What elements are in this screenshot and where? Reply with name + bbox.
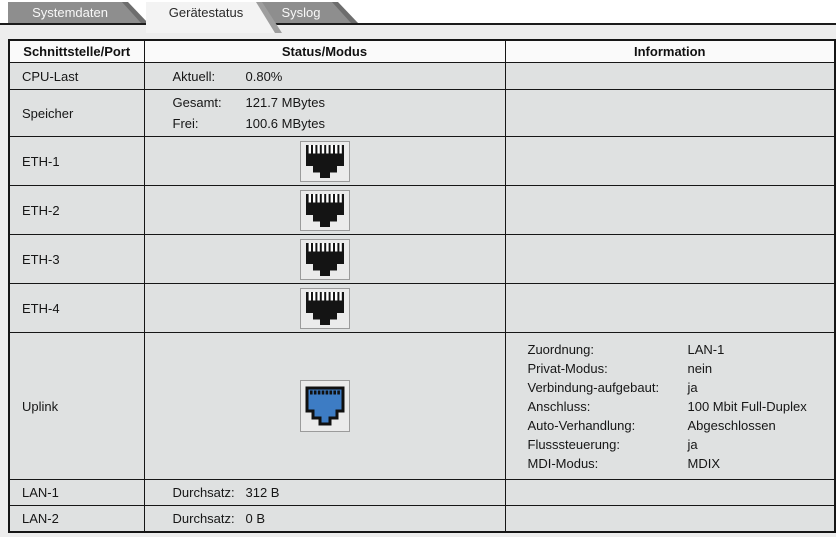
info-cell bbox=[504, 479, 836, 506]
info-line: Auto-Verhandlung: Abgeschlossen bbox=[506, 416, 835, 435]
status-value: 121.7 MBytes bbox=[245, 95, 326, 110]
status-cell: Durchsatz: 0 B bbox=[143, 505, 506, 532]
status-cell bbox=[143, 136, 506, 186]
table-row-lan1: LAN-1 Durchsatz: 312 B bbox=[8, 479, 836, 506]
info-cell bbox=[504, 62, 836, 90]
info-label: Auto-Verhandlung: bbox=[527, 417, 636, 433]
info-line: Flusssteuerung: ja bbox=[506, 435, 835, 454]
table-row-cpu: CPU-Last Aktuell: 0.80% bbox=[8, 62, 836, 90]
table-row-eth3: ETH-3 bbox=[8, 234, 836, 284]
rj45-port-icon bbox=[299, 189, 350, 231]
port-cell: LAN-2 bbox=[8, 505, 145, 532]
tab-syslog-face: Syslog bbox=[260, 2, 358, 23]
status-value: 100.6 MBytes bbox=[245, 116, 326, 131]
tab-label: Systemdaten bbox=[32, 5, 108, 20]
status-cell bbox=[143, 283, 506, 333]
status-line: Frei: 100.6 MBytes bbox=[145, 113, 505, 134]
port-cell: CPU-Last bbox=[8, 62, 145, 90]
table-row-eth1: ETH-1 bbox=[8, 136, 836, 186]
status-cell bbox=[143, 234, 506, 284]
info-label: Privat-Modus: bbox=[527, 360, 608, 376]
status-label: Durchsatz: bbox=[172, 485, 235, 500]
status-line: Durchsatz: 312 B bbox=[145, 482, 505, 503]
rj45-port-icon bbox=[299, 140, 350, 182]
port-cell: ETH-1 bbox=[8, 136, 145, 186]
table-row-uplink: Uplink bbox=[8, 332, 836, 480]
info-value: nein bbox=[687, 360, 713, 376]
info-cell: Zuordnung: LAN-1 Privat-Modus: nein Verb… bbox=[504, 332, 836, 480]
status-label: Gesamt: bbox=[172, 95, 222, 110]
info-label: Zuordnung: bbox=[527, 341, 595, 357]
info-label: Flusssteuerung: bbox=[527, 436, 621, 452]
table-row-eth4: ETH-4 bbox=[8, 283, 836, 333]
port-cell: Speicher bbox=[8, 89, 145, 137]
column-header-information: Information bbox=[504, 39, 836, 63]
status-value: 0 B bbox=[245, 510, 266, 526]
status-line: Gesamt: 121.7 MBytes bbox=[145, 92, 505, 113]
port-cell: LAN-1 bbox=[8, 479, 145, 506]
info-line: Zuordnung: LAN-1 bbox=[506, 340, 835, 359]
status-cell bbox=[143, 185, 506, 235]
info-cell bbox=[504, 505, 836, 532]
tab-label: Syslog bbox=[281, 5, 321, 20]
info-value: Abgeschlossen bbox=[687, 417, 776, 433]
status-table: Schnittstelle/Port Status/Modus Informat… bbox=[8, 39, 836, 533]
column-header-port: Schnittstelle/Port bbox=[8, 39, 145, 63]
info-cell bbox=[504, 89, 836, 137]
info-label: MDI-Modus: bbox=[527, 455, 599, 471]
status-label: Frei: bbox=[172, 116, 199, 131]
rj45-port-icon bbox=[299, 238, 350, 280]
info-cell bbox=[504, 136, 836, 186]
table-row-eth2: ETH-2 bbox=[8, 185, 836, 235]
status-cell bbox=[143, 332, 506, 480]
info-value: 100 Mbit Full-Duplex bbox=[687, 398, 807, 414]
info-value: LAN-1 bbox=[687, 341, 725, 357]
column-header-status: Status/Modus bbox=[143, 39, 506, 63]
table-row-speicher: Speicher Gesamt: 121.7 MBytes Frei: 100.… bbox=[8, 89, 836, 137]
tab-syslog[interactable]: Syslog bbox=[260, 2, 358, 23]
info-line: Privat-Modus: nein bbox=[506, 359, 835, 378]
tab-systemdaten-face: Systemdaten bbox=[8, 2, 148, 23]
info-line: Verbindung-aufgebaut: ja bbox=[506, 378, 835, 397]
info-cell bbox=[504, 234, 836, 284]
rj45-port-active-icon bbox=[299, 380, 350, 432]
info-cell bbox=[504, 283, 836, 333]
port-cell: Uplink bbox=[8, 332, 145, 480]
port-cell: ETH-4 bbox=[8, 283, 145, 333]
status-value: 312 B bbox=[245, 485, 280, 500]
content-area: Schnittstelle/Port Status/Modus Informat… bbox=[0, 25, 836, 537]
info-value: MDIX bbox=[687, 455, 721, 471]
status-value: 0.80% bbox=[245, 68, 283, 84]
tab-label: Gerätestatus bbox=[168, 5, 244, 20]
tab-bar: Systemdaten Gerätestatus Syslog bbox=[0, 0, 836, 25]
table-header-row: Schnittstelle/Port Status/Modus Informat… bbox=[8, 39, 836, 63]
info-value: ja bbox=[687, 436, 698, 452]
port-cell: ETH-3 bbox=[8, 234, 145, 284]
info-line: MDI-Modus: MDIX bbox=[506, 454, 835, 473]
info-value: ja bbox=[687, 379, 698, 395]
status-cell: Durchsatz: 312 B bbox=[143, 479, 506, 506]
info-line: Anschluss: 100 Mbit Full-Duplex bbox=[506, 397, 835, 416]
info-cell bbox=[504, 185, 836, 235]
tab-geraetestatus-face: Gerätestatus bbox=[146, 2, 282, 33]
tab-geraetestatus[interactable]: Gerätestatus bbox=[146, 2, 282, 33]
info-label: Anschluss: bbox=[527, 398, 591, 414]
status-cell: Aktuell: 0.80% bbox=[143, 62, 506, 90]
port-cell: ETH-2 bbox=[8, 185, 145, 235]
info-label: Verbindung-aufgebaut: bbox=[527, 379, 660, 395]
status-label: Durchsatz: bbox=[172, 510, 235, 526]
status-cell: Gesamt: 121.7 MBytes Frei: 100.6 MBytes bbox=[143, 89, 506, 137]
status-line: Durchsatz: 0 B bbox=[145, 508, 505, 529]
status-line: Aktuell: 0.80% bbox=[145, 66, 505, 87]
tab-systemdaten[interactable]: Systemdaten bbox=[8, 2, 148, 23]
rj45-port-icon bbox=[299, 287, 350, 329]
table-row-lan2: LAN-2 Durchsatz: 0 B bbox=[8, 505, 836, 532]
status-label: Aktuell: bbox=[172, 68, 216, 84]
